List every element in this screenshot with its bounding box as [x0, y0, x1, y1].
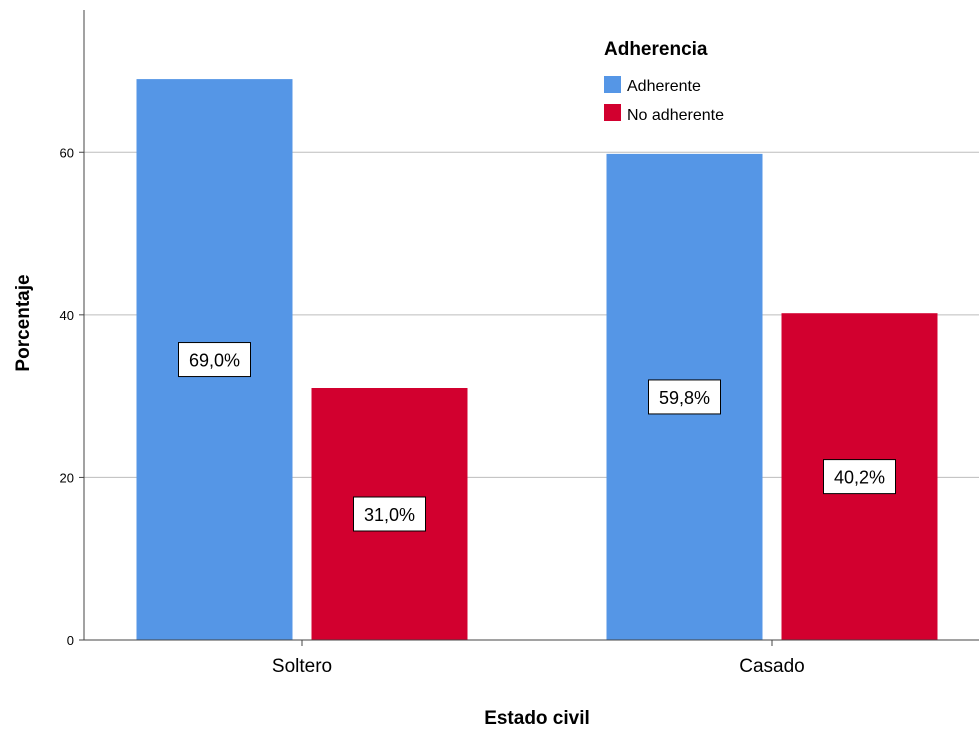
y-tick-label: 40	[60, 308, 74, 323]
legend-swatch-no-adherente	[604, 104, 621, 121]
x-tick-label: Casado	[739, 656, 805, 677]
bars	[137, 79, 938, 640]
x-axis-title: Estado civil	[484, 708, 590, 729]
data-label: 59,8%	[659, 388, 710, 408]
y-tick-label: 0	[67, 633, 74, 648]
legend: Adherencia Adherente No adherente	[604, 39, 724, 124]
y-tick-label: 60	[60, 145, 74, 160]
data-label: 31,0%	[364, 505, 415, 525]
y-axis-title: Porcentaje	[13, 274, 34, 371]
x-tick-label: Soltero	[272, 656, 332, 677]
legend-swatch-adherente	[604, 76, 621, 93]
data-label: 40,2%	[834, 468, 885, 488]
legend-title: Adherencia	[604, 39, 708, 60]
data-label: 69,0%	[189, 351, 240, 371]
legend-label-no-adherente: No adherente	[627, 107, 724, 124]
legend-label-adherente: Adherente	[627, 78, 701, 95]
y-tick-label: 20	[60, 470, 74, 485]
